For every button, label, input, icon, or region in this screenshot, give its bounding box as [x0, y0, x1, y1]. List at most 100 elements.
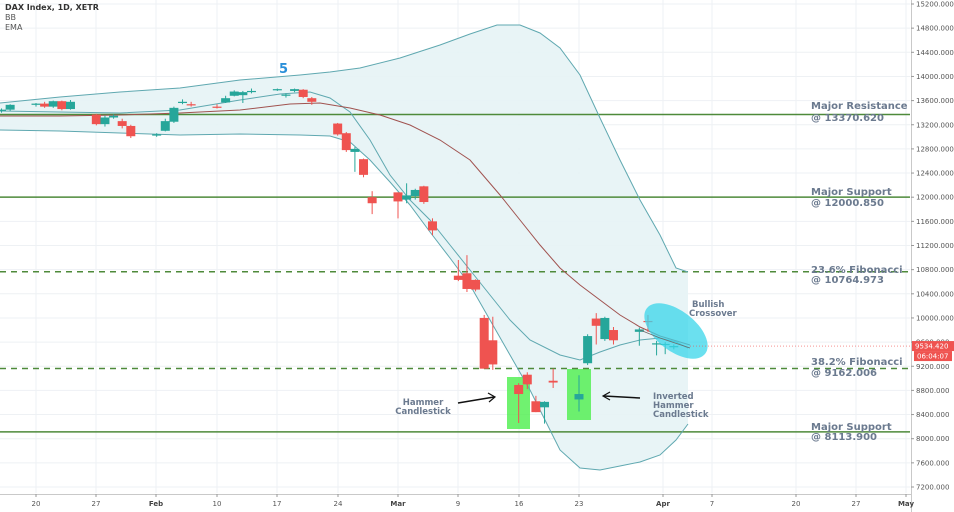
candle-body [109, 115, 119, 118]
candle-body [350, 148, 360, 152]
price-tick-label: 7200.000 [916, 484, 949, 492]
inverted-hammer-label: Hammer [653, 401, 694, 411]
indicator-ema[interactable]: EMA [5, 23, 23, 32]
candle-body [91, 114, 101, 125]
candle-body [574, 394, 584, 400]
candle [40, 101, 50, 108]
candle [652, 340, 662, 356]
candle [57, 100, 67, 111]
price-tick-label: 10400.000 [916, 290, 954, 298]
ema-line [0, 102, 691, 346]
candle-body [393, 192, 403, 202]
price-tick-label: 13200.000 [916, 121, 954, 129]
price-tick-label: 8800.000 [916, 387, 949, 395]
candle [410, 188, 420, 200]
wave-5-label: 5 [279, 62, 288, 77]
time-tick-label: 20 [792, 500, 801, 508]
bar-countdown: 06:04:07 [917, 353, 948, 361]
inverted-hammer-arrow [603, 395, 641, 399]
candle-body [427, 221, 437, 231]
price-tick-label: 12800.000 [916, 145, 954, 153]
hammer-label: Hammer [403, 398, 444, 408]
candle-body [307, 98, 317, 102]
price-tick-label: 7600.000 [916, 459, 949, 467]
candle [229, 90, 239, 97]
time-tick-label: 24 [334, 500, 343, 508]
time-axis[interactable]: 20 27 Feb 10 17 24 Mar 9 16 23 Apr 7 20 27 May [0, 494, 914, 508]
price-tick-label: 15200.000 [916, 1, 954, 9]
candle-body [333, 123, 343, 135]
candle-body [238, 92, 248, 96]
hammer-arrow [457, 396, 495, 404]
candle [48, 100, 58, 108]
bollinger-band-fill [0, 25, 688, 470]
candle-body [522, 374, 532, 385]
ema-line [0, 102, 691, 346]
chart-legend: DAX Index, 1D, XETR BB EMA [5, 3, 99, 33]
candle-body [479, 317, 489, 369]
candle [548, 368, 558, 388]
candle [591, 313, 601, 345]
candle-body [160, 121, 170, 131]
candle [109, 114, 119, 119]
time-tick-label: Feb [149, 500, 163, 508]
candle [221, 95, 231, 104]
candle [608, 327, 618, 345]
candle-body [462, 273, 472, 289]
price-tick-label: 8400.000 [916, 411, 949, 419]
candle-body [48, 101, 58, 107]
price-tick-label: 14800.000 [916, 25, 954, 33]
candle [307, 96, 317, 105]
candle [634, 327, 644, 346]
last-price-value: 9534.420 [915, 343, 948, 351]
candlesticks [0, 88, 679, 424]
candle [479, 314, 489, 369]
price-tick-label: 12400.000 [916, 170, 954, 178]
candle [488, 316, 498, 370]
inverted-hammer-arrowhead [601, 391, 611, 401]
candle-body [359, 159, 369, 175]
inverted-hammer-label: Candlestick [653, 410, 709, 420]
candle [402, 183, 412, 204]
candle-body [246, 90, 256, 93]
indicator-bb[interactable]: BB [5, 13, 16, 22]
bullish-crossover-label: Crossover [689, 309, 738, 319]
time-tick-label: Apr [656, 500, 670, 508]
candle-body [169, 107, 179, 122]
price-axis[interactable]: 15200.000 14800.000 14400.000 14000.000 1360… [911, 0, 954, 512]
bb-basis-line [0, 91, 689, 361]
annotation-overlay: 5 Major Resistance@ 13370.620 Major Suppor… [279, 62, 911, 443]
candle [246, 88, 256, 94]
candle [65, 99, 75, 110]
level-label-name: 23.6% Fibonacci [811, 265, 903, 276]
candle-body [31, 103, 41, 105]
level-label-name: Major Resistance [811, 101, 908, 112]
candle [152, 133, 162, 137]
price-tick-label: 11200.000 [916, 242, 954, 250]
price-tick-label: 13600.000 [916, 97, 954, 105]
candle [367, 191, 377, 215]
time-tick-label: 27 [852, 500, 861, 508]
candle-body [212, 106, 222, 108]
level-label-name: Major Support [811, 422, 892, 433]
candle [0, 108, 7, 113]
level-label-value: @ 12000.850 [811, 198, 884, 209]
level-label-name: 38.2% Fibonacci [811, 357, 903, 368]
bb-lower-line [0, 129, 689, 471]
time-tick-label: Mar [390, 500, 406, 508]
candle [393, 192, 403, 219]
candle-body [229, 91, 239, 96]
bb-upper-line [0, 24, 689, 273]
bollinger-band-lines [0, 24, 689, 471]
candle-body [583, 336, 593, 364]
candle [514, 383, 524, 424]
candle-body [652, 343, 662, 345]
candle-body [281, 94, 291, 96]
price-tick-label: 10000.000 [916, 314, 954, 322]
candle [212, 104, 222, 109]
candle-body [272, 89, 282, 91]
candle-body [634, 329, 644, 332]
time-tick-label: 10 [213, 500, 222, 508]
candle [453, 259, 463, 282]
